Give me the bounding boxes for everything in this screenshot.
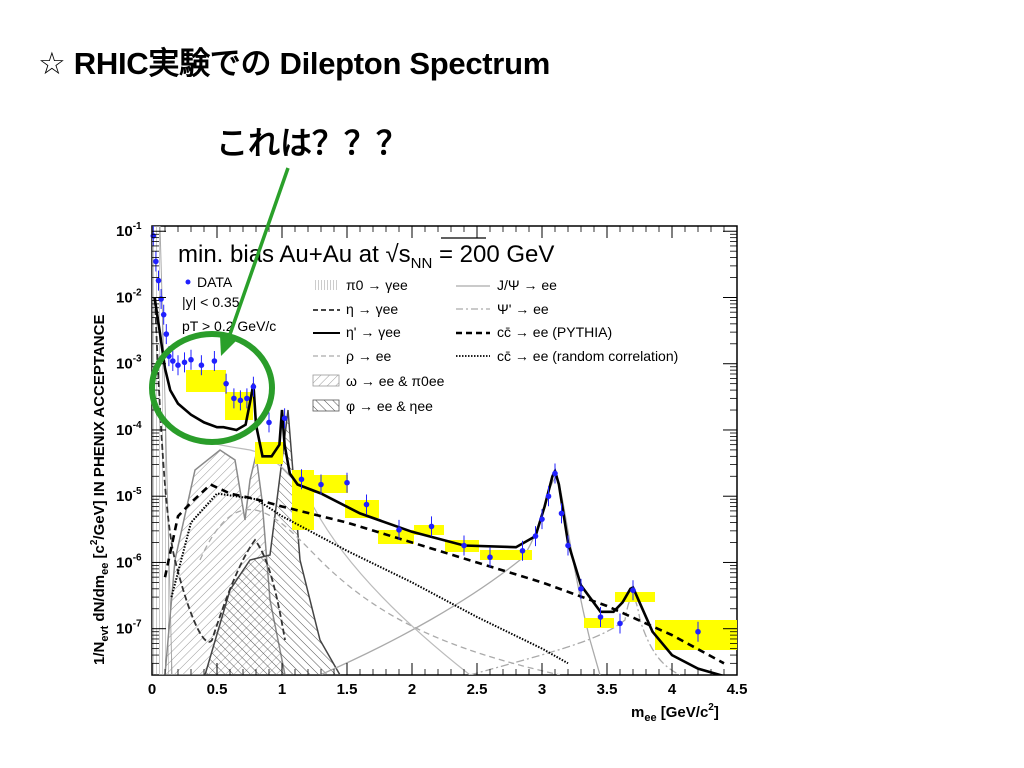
legend-eta: η → γee	[346, 301, 398, 317]
data-point	[617, 620, 623, 627]
data-point	[552, 470, 558, 477]
x-tick-label: 2	[408, 681, 416, 698]
axes: 0 0.5 1 1.5 2 2.5 3 3.5 4 4.5 10-1 10-2 10-3 10-4 10-5…	[116, 221, 747, 698]
slide-title: ☆ RHIC実験での Dilepton Spectrum	[38, 46, 550, 81]
data-point	[695, 628, 701, 635]
legend-charm-random: cc̄ → ee (random correlation)	[497, 348, 678, 364]
data-point	[487, 554, 493, 561]
data-point	[558, 510, 565, 517]
data-point	[281, 415, 288, 422]
question-annotation: これは？？？	[216, 124, 409, 162]
y-tick-label: 10-5	[116, 486, 142, 505]
data-point	[428, 523, 435, 530]
data-point	[231, 395, 237, 402]
data-point	[318, 481, 324, 488]
legend-phi-swatch	[312, 399, 340, 412]
data-point	[163, 331, 170, 337]
data-point	[237, 397, 244, 404]
rho-curve	[199, 508, 561, 675]
data-point	[344, 479, 350, 486]
legend-psiprime: Ψ' → ee	[497, 301, 549, 317]
data-point	[578, 586, 584, 592]
highlight-circle	[149, 331, 275, 445]
data-point	[153, 258, 159, 265]
data-point	[630, 587, 636, 594]
legend-rho: ρ → ee	[346, 348, 392, 364]
data-point	[188, 356, 194, 363]
y-tick-label: 10-7	[116, 619, 142, 638]
eta-curve	[154, 299, 286, 643]
data-point	[198, 362, 205, 369]
y-tick-label: 10-4	[116, 420, 142, 439]
legend-etaprime: η' → γee	[346, 324, 401, 340]
series-dashed	[163, 482, 725, 665]
data-point	[461, 542, 467, 549]
data-point	[244, 395, 250, 402]
series-dotted	[170, 492, 569, 665]
data-point	[223, 380, 229, 387]
data-points	[150, 225, 701, 642]
data-point	[532, 533, 539, 539]
legend: DATA |y| < 0.35 pT > 0.2 GeV/c π0 → γee …	[182, 274, 678, 414]
y-axis-label: 1/Nevt dN/dmee [c2/GeV] IN PHENIX ACCEPT…	[89, 315, 111, 665]
data-point	[170, 358, 176, 364]
y-tick-label: 10-6	[116, 552, 142, 571]
legend-omega-swatch	[312, 374, 340, 387]
annotation-arrow-head	[220, 335, 236, 356]
data-point	[545, 493, 552, 500]
data-point	[181, 359, 188, 366]
data-point	[266, 419, 272, 426]
chart-title: min. bias Au+Au at √sNN = 200 GeV	[178, 241, 554, 272]
data-point	[160, 311, 167, 318]
legend-jpsi: J/Ψ → ee	[497, 277, 557, 293]
legend-omega: ω → ee & π0ee	[346, 373, 445, 389]
x-tick-label: 1	[278, 681, 286, 698]
data-point	[211, 358, 218, 364]
data-point	[519, 547, 526, 554]
x-tick-label: 3	[538, 681, 546, 698]
phi-band	[204, 409, 341, 675]
legend-pi0: π0 → γee	[346, 277, 408, 293]
x-tick-label: 1.5	[337, 681, 358, 698]
data-point	[298, 476, 305, 483]
data-point	[396, 527, 402, 533]
data-point	[597, 614, 604, 620]
y-tick-label: 10-2	[116, 287, 142, 306]
x-axis-label: mee [GeV/c2]	[631, 702, 719, 724]
legend-phi: φ → ee & ηee	[346, 398, 433, 414]
x-tick-label: 3.5	[597, 681, 618, 698]
x-tick-label: 4	[668, 681, 677, 698]
data-point	[565, 542, 571, 549]
y-tick-label: 10-1	[116, 221, 142, 240]
data-point	[250, 383, 257, 390]
x-tick-label: 0	[148, 681, 156, 698]
y-tick-label: 10-3	[116, 354, 142, 373]
legend-data-label: DATA	[197, 274, 233, 290]
psi-prime-curve	[469, 597, 681, 675]
data-point	[155, 277, 162, 284]
annotation-arrow	[226, 167, 290, 341]
legend-data-marker	[185, 279, 191, 285]
x-tick-label: 0.5	[207, 681, 228, 698]
legend-pi0-swatch	[313, 280, 339, 290]
legend-pt-cut: pT > 0.2 GeV/c	[182, 318, 276, 334]
x-tick-label: 4.5	[727, 681, 748, 698]
data-point	[539, 516, 545, 522]
x-tick-label: 2.5	[467, 681, 488, 698]
legend-charm-pythia: cc̄ → ee (PYTHIA)	[497, 324, 612, 340]
legend-rapidity-cut: |y| < 0.35	[182, 294, 240, 310]
data-point	[175, 362, 181, 369]
data-point	[363, 501, 370, 508]
sqrt-symbol: √	[385, 241, 399, 268]
